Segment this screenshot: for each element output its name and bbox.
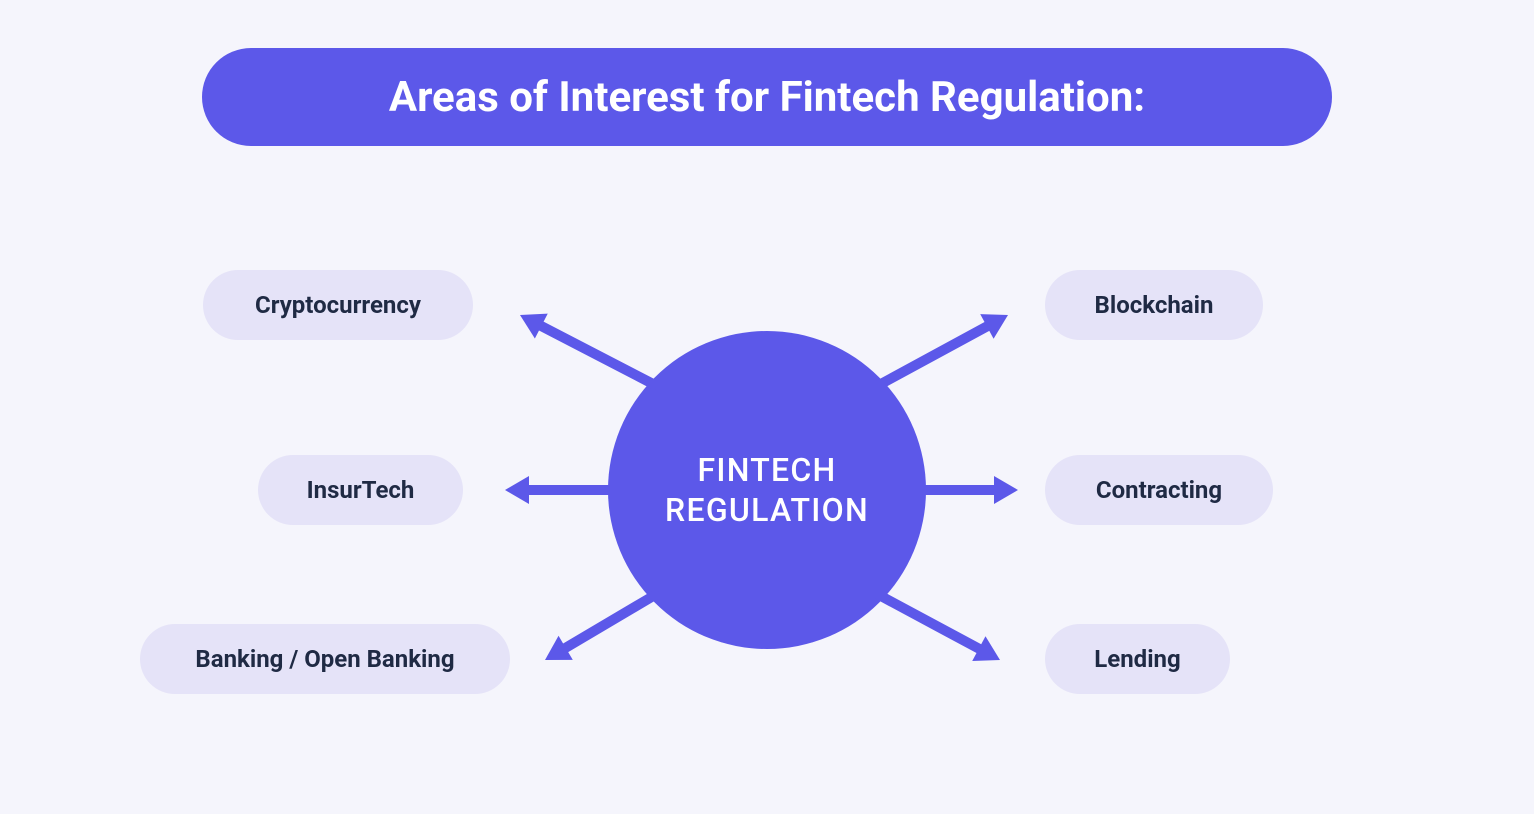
node-label: Blockchain xyxy=(1095,291,1214,319)
node-crypto: Cryptocurrency xyxy=(203,270,473,340)
node-lending: Lending xyxy=(1045,624,1230,694)
center-line2: REGULATION xyxy=(665,490,869,530)
node-label: Lending xyxy=(1094,645,1180,673)
node-blockchain: Blockchain xyxy=(1045,270,1263,340)
center-circle: FINTECH REGULATION xyxy=(608,331,926,649)
center-label: FINTECH REGULATION xyxy=(665,450,869,530)
node-contracting: Contracting xyxy=(1045,455,1273,525)
title-bar: Areas of Interest for Fintech Regulation… xyxy=(202,48,1332,146)
node-label: Contracting xyxy=(1096,476,1222,504)
node-label: Cryptocurrency xyxy=(255,291,421,319)
node-insurtech: InsurTech xyxy=(258,455,463,525)
node-label: InsurTech xyxy=(307,476,415,504)
node-banking: Banking / Open Banking xyxy=(140,624,510,694)
node-label: Banking / Open Banking xyxy=(195,645,454,673)
diagram-canvas: Areas of Interest for Fintech Regulation… xyxy=(0,0,1534,814)
center-line1: FINTECH xyxy=(665,450,869,490)
title-text: Areas of Interest for Fintech Regulation… xyxy=(389,73,1145,122)
